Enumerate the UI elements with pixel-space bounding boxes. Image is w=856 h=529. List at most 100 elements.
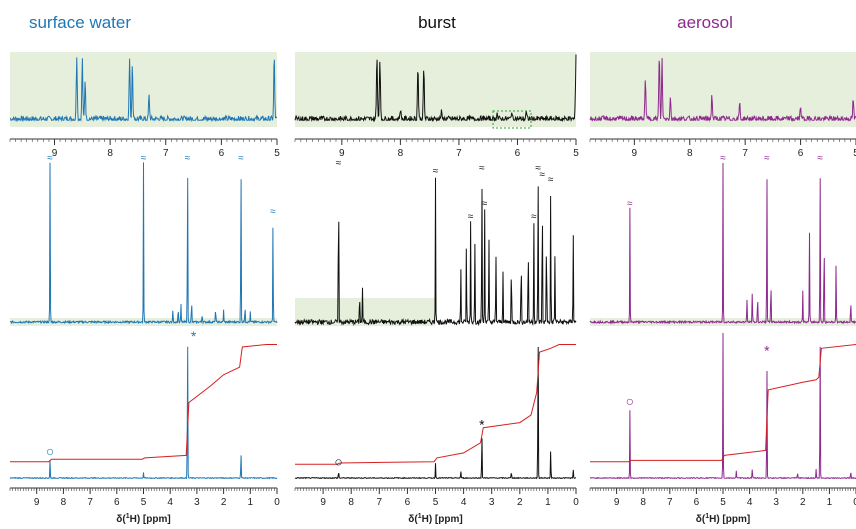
tick-label: 6	[219, 148, 225, 159]
peak-break-marker: ≈	[482, 199, 488, 210]
tick-label: 4	[747, 497, 753, 508]
x-axis-title-superscript: 1	[418, 513, 422, 520]
tick-label: 9	[320, 497, 326, 508]
x-axis-title-suffix: H) [ppm]	[422, 514, 463, 525]
tick-label: 7	[456, 148, 462, 159]
bottom-spectrum-trace	[9, 346, 278, 480]
tick-label: 2	[800, 497, 806, 508]
peak-break-marker: ≈	[540, 169, 546, 180]
tick-label: 8	[61, 497, 67, 508]
x-axis-title-prefix: δ(	[408, 514, 418, 525]
tick-label: 5	[720, 497, 726, 508]
axis-titles: δ(1H) [ppm] δ(1H) [ppm] δ(1H) [ppm]	[116, 513, 750, 525]
tick-label: 7	[667, 497, 673, 508]
tick-label: 5	[433, 497, 439, 508]
tick-label: 5	[274, 148, 280, 159]
tick-label: 6	[515, 148, 521, 159]
peak-break-marker: ≈	[817, 153, 823, 164]
circle-marker: ○	[46, 443, 54, 459]
asterisk-marker: *	[191, 328, 197, 344]
column-aerosol: 9 8 7 6 5 ≈ ≈ ≈ ≈ ○ * 9 8 7 6 5 4 3 2 1 0	[589, 52, 856, 508]
peak-break-marker: ≈	[548, 174, 554, 185]
baseline-shading	[10, 318, 277, 326]
column-burst: 9 8 7 6 5≈≈≈≈≈≈≈≈ ≈○*9 8 7 6 5 4 3 2 1 0	[294, 52, 579, 508]
tick-label: 2	[517, 497, 523, 508]
x-axis-title: δ(1H) [ppm]	[408, 513, 462, 525]
aromatic-region-shading	[295, 52, 576, 127]
bottom-spectrum-panel: ○ * 9 8 7 6 5 4 3 2 1 0	[9, 328, 280, 508]
bottom-spectrum-panel: ○ * 9 8 7 6 5 4 3 2 1 0	[294, 344, 579, 508]
top-spectrum-panel: 9 8 7 6 5	[9, 52, 280, 159]
asterisk-marker: *	[764, 343, 770, 359]
column-surface-water: 9 8 7 6 5 ≈ ≈ ≈ ≈ ≈ ○ * 9 8 7 6 5 4 3 2 1 0	[9, 52, 280, 508]
bottom-spectrum-panel: ○ * 9 8 7 6 5 4 3 2 1 0	[589, 332, 856, 508]
x-axis-title: δ(1H) [ppm]	[116, 513, 170, 525]
peak-break-marker: ≈	[764, 153, 770, 164]
peak-break-marker: ≈	[627, 199, 633, 210]
x-axis-title-superscript: 1	[705, 513, 709, 520]
middle-spectrum-panel: ≈≈≈≈≈≈≈≈ ≈	[294, 158, 577, 327]
column-titles: surface water burst aerosol	[29, 13, 733, 32]
tick-label: 2	[221, 497, 227, 508]
top-spectrum-trace	[589, 57, 856, 123]
tick-label: 8	[398, 148, 404, 159]
tick-label: 1	[248, 497, 254, 508]
tick-label: 6	[405, 497, 411, 508]
peak-break-marker: ≈	[47, 153, 53, 164]
circle-marker: ○	[334, 454, 342, 470]
baseline-shading	[590, 318, 856, 326]
column-title-surface-water: surface water	[29, 13, 131, 32]
integral-curve	[295, 344, 576, 465]
tick-label: 3	[773, 497, 779, 508]
integral-curve	[590, 344, 856, 463]
peak-break-marker: ≈	[238, 153, 244, 164]
tick-label: 1	[827, 497, 833, 508]
peak-break-marker: ≈	[531, 212, 537, 223]
aromatic-region-shading	[10, 52, 277, 127]
asterisk-marker: *	[479, 417, 485, 433]
top-spectrum-panel: 9 8 7 6 5	[294, 52, 579, 159]
tick-label: 7	[377, 497, 383, 508]
tick-label: 0	[853, 497, 856, 508]
zoom-box	[492, 110, 532, 129]
tick-label: 9	[632, 148, 638, 159]
tick-label: 4	[167, 497, 173, 508]
tick-label: 8	[640, 497, 646, 508]
middle-spectrum-trace	[589, 162, 856, 325]
x-axis-title-suffix: H) [ppm]	[709, 514, 750, 525]
x-axis-title-prefix: δ(	[116, 514, 126, 525]
tick-label: 6	[694, 497, 700, 508]
tick-label: 8	[348, 497, 354, 508]
tick-label: 7	[87, 497, 93, 508]
peak-break-marker: ≈	[433, 166, 439, 177]
tick-label: 3	[489, 497, 495, 508]
tick-label: 6	[798, 148, 804, 159]
aromatic-region-shading	[590, 52, 856, 127]
tick-label: 5	[573, 148, 579, 159]
spectrum-panels: 9 8 7 6 5≈ ≈ ≈ ≈≈○*9 8 7 6 5 4 3 2 1 09 8 7 6 5≈≈≈≈≈≈≈≈ ≈○*9 8…	[9, 52, 856, 508]
middle-spectrum-panel: ≈ ≈ ≈ ≈ ≈	[9, 153, 278, 326]
tick-label: 4	[461, 497, 467, 508]
x-axis-title: δ(1H) [ppm]	[696, 513, 750, 525]
tick-label: 8	[687, 148, 693, 159]
peak-break-marker: ≈	[141, 153, 147, 164]
tick-label: 1	[545, 497, 551, 508]
tick-label: 5	[853, 148, 856, 159]
peak-break-marker: ≈	[479, 163, 485, 174]
peak-break-marker: ≈	[468, 212, 474, 223]
tick-label: 9	[52, 148, 58, 159]
peak-break-marker: ≈	[185, 153, 191, 164]
circle-marker: ○	[626, 393, 634, 409]
tick-label: 9	[614, 497, 620, 508]
x-axis-title-suffix: H) [ppm]	[130, 514, 171, 525]
bottom-spectrum-trace	[590, 332, 856, 480]
column-title-aerosol: aerosol	[677, 13, 733, 32]
top-spectrum-trace	[294, 54, 577, 123]
middle-spectrum-trace	[294, 177, 577, 327]
middle-spectrum-trace	[9, 162, 278, 325]
tick-label: 5	[141, 497, 147, 508]
tick-label: 7	[742, 148, 748, 159]
top-spectrum-trace	[9, 57, 278, 123]
bottom-spectrum-trace	[294, 346, 577, 480]
